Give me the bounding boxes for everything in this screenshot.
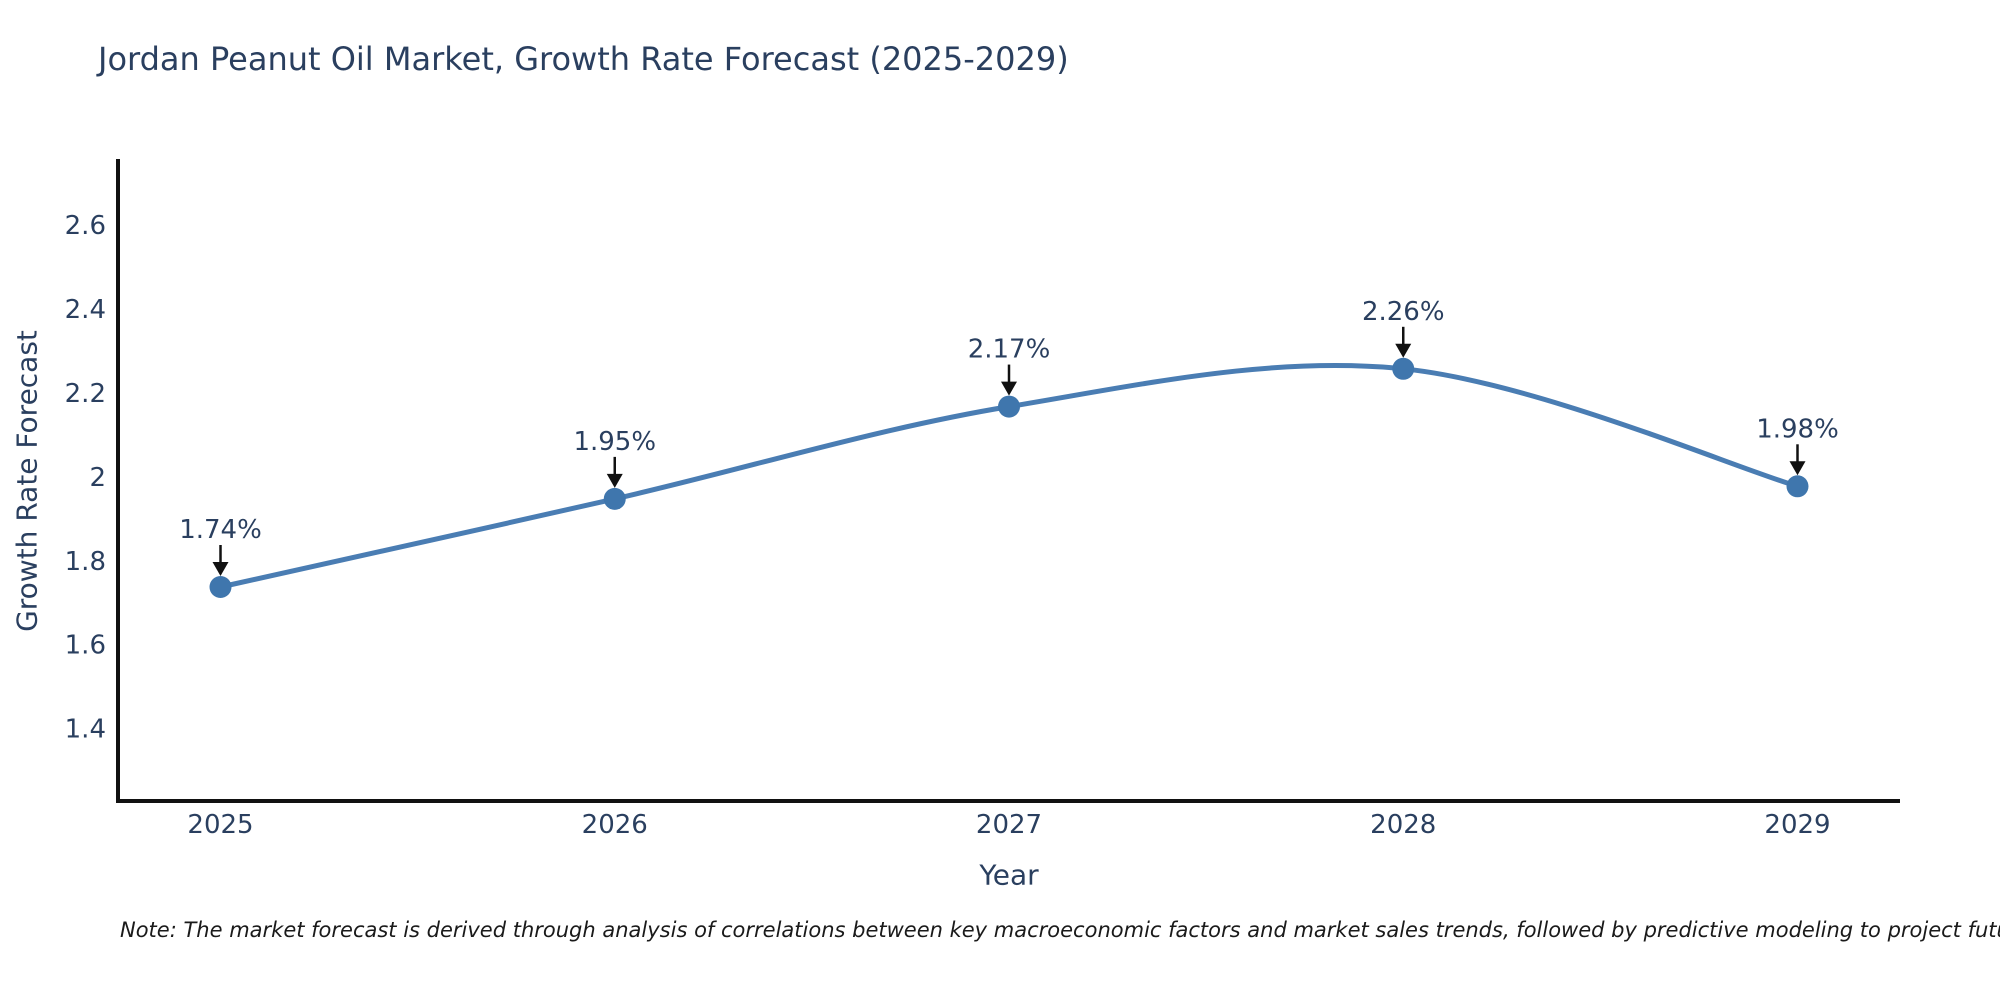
x-axis-title: Year	[979, 858, 1039, 892]
annotation-arrowhead	[1789, 461, 1806, 476]
data-point-marker[interactable]	[209, 576, 232, 598]
x-tick-label: 2025	[187, 810, 253, 840]
x-tick-label: 2029	[1764, 810, 1830, 840]
data-point-marker[interactable]	[998, 395, 1020, 418]
annotation-arrowhead	[606, 473, 623, 488]
data-point-marker[interactable]	[1786, 475, 1809, 498]
y-tick-label: 2.4	[65, 295, 106, 325]
data-point-marker[interactable]	[1392, 357, 1415, 380]
x-tick-label: 2027	[976, 810, 1042, 840]
y-tick-label: 2.6	[65, 211, 106, 241]
annotation-arrowhead	[212, 562, 229, 576]
data-point-label: 1.74%	[179, 515, 262, 545]
x-tick-label: 2028	[1370, 810, 1436, 840]
y-tick-label: 2.2	[65, 379, 106, 409]
y-axis-title: Growth Rate Forecast	[10, 330, 44, 632]
data-point-label: 2.26%	[1362, 297, 1445, 327]
data-point-marker[interactable]	[603, 487, 626, 510]
y-tick-label: 1.6	[65, 631, 106, 661]
y-tick-label: 1.4	[65, 715, 106, 745]
x-tick-label: 2026	[582, 810, 648, 840]
y-tick-label: 1.8	[65, 547, 106, 577]
data-point-label: 1.98%	[1756, 414, 1839, 444]
data-point-label: 1.95%	[573, 427, 656, 457]
y-tick-label: 2	[89, 463, 106, 493]
chart-title: Jordan Peanut Oil Market, Growth Rate Fo…	[98, 40, 1069, 78]
annotation-arrowhead	[1395, 343, 1412, 358]
data-point-label: 2.17%	[968, 335, 1051, 365]
footnote: Note: The market forecast is derived thr…	[120, 918, 2000, 942]
annotation-arrowhead	[1001, 381, 1017, 396]
